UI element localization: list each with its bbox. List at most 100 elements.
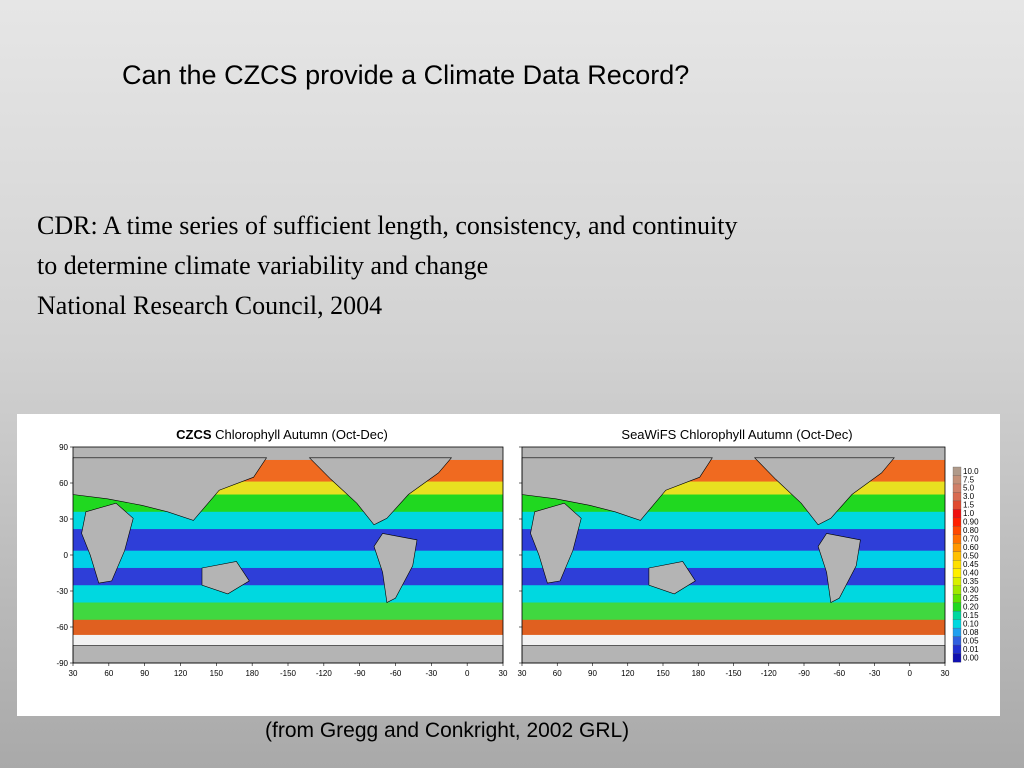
definition-line-2: to determine climate variability and cha…: [37, 251, 489, 280]
cdr-definition: CDR: A time series of sufficient length,…: [37, 206, 997, 326]
colorbar-swatch: [952, 585, 962, 595]
czcs-map-title: CZCS Chlorophyll Autumn (Oct-Dec): [57, 427, 507, 442]
czcs-landmass: [373, 533, 418, 603]
colorbar-swatch: [952, 610, 962, 621]
czcs-lon-label: -120: [316, 669, 333, 678]
czcs-ocean-band: [73, 447, 503, 461]
colorbar-label: 0.35: [963, 577, 979, 586]
definition-line-1: CDR: A time series of sufficient length,…: [37, 211, 738, 240]
colorbar-swatch: [952, 466, 962, 476]
chlorophyll-figure: 90 60 30 0 -30 -60 -90 30 60 90 120 150 180 -150 -120-…: [17, 414, 1000, 716]
seawifs-ocean-band: [522, 619, 945, 636]
seawifs-lon-label: -90: [798, 669, 810, 678]
colorbar-label: 0.80: [963, 526, 979, 535]
czcs-lon-label: 30: [499, 669, 508, 678]
colorbar-label: 0.05: [963, 636, 979, 645]
colorbar-label: 1.0: [963, 509, 975, 518]
czcs-ocean-band: [73, 619, 503, 636]
colorbar-swatch: [952, 560, 962, 570]
definition-citation: National Research Council, 2004: [37, 291, 383, 320]
czcs-lat-label: -90: [56, 659, 68, 668]
colorbar-label: 7.5: [963, 475, 975, 484]
czcs-ocean-band: [73, 602, 503, 621]
seawifs-lon-label: 150: [656, 669, 670, 678]
colorbar-label: 0.15: [963, 611, 979, 620]
colorbar-swatch: [952, 475, 962, 485]
seawifs-landmass: [817, 533, 861, 603]
colorbar-label: 5.0: [963, 484, 975, 493]
czcs-lon-label: 0: [465, 669, 470, 678]
seawifs-landmass: [753, 457, 895, 526]
colorbar-swatch: [952, 568, 962, 578]
czcs-ocean-band: [73, 511, 503, 530]
colorbar-swatch: [952, 619, 962, 629]
seawifs-ocean-band: [522, 634, 945, 649]
czcs-ocean-band: [73, 585, 503, 604]
seawifs-ocean-band: [522, 585, 945, 604]
czcs-landmass: [201, 561, 250, 595]
czcs-lat-label: 90: [59, 443, 68, 452]
czcs-lat-label: 30: [59, 515, 68, 524]
czcs-lon-label: 60: [104, 669, 113, 678]
seawifs-landmass: [521, 457, 713, 521]
czcs-lon-label: -90: [354, 669, 366, 678]
czcs-title-sensor: CZCS: [176, 427, 212, 442]
colorbar-label: 0.70: [963, 535, 979, 544]
colorbar-swatch: [952, 594, 962, 604]
czcs-title-rest: Chlorophyll Autumn (Oct-Dec): [211, 427, 388, 442]
colorbar-label: 0.10: [963, 619, 979, 628]
czcs-lon-label: 150: [210, 669, 224, 678]
colorbar-label: 0.30: [963, 585, 979, 594]
colorbar-swatch: [952, 636, 962, 646]
czcs-landmass: [81, 502, 134, 584]
figure-caption: (from Gregg and Conkright, 2002 GRL): [265, 719, 630, 742]
colorbar-swatch: [952, 543, 962, 553]
seawifs-ocean-band: [522, 511, 945, 530]
colorbar-swatch: [952, 534, 962, 544]
colorbar-swatch: [952, 509, 962, 519]
czcs-lon-label: 30: [69, 669, 78, 678]
seawifs-map-panel: 30 60 90 120 150 180 -150 -120 -90 -60 -30 0 30 SeaW…: [512, 414, 952, 716]
seawifs-lon-label: 180: [692, 669, 706, 678]
seawifs-lon-label: -30: [869, 669, 881, 678]
czcs-lon-label: -30: [426, 669, 438, 678]
czcs-lon-label: 180: [245, 669, 259, 678]
colorbar-label: 0.90: [963, 518, 979, 527]
seawifs-lon-label: -60: [833, 669, 845, 678]
seawifs-ocean-band: [522, 602, 945, 621]
colorbar-swatch: [952, 483, 962, 493]
czcs-lon-label: 120: [174, 669, 188, 678]
czcs-lat-label: -30: [56, 587, 68, 596]
colorbar-label: 0.08: [963, 628, 979, 637]
colorbar-swatch: [952, 526, 962, 536]
slide-title: Can the CZCS provide a Climate Data Reco…: [122, 60, 690, 90]
seawifs-lon-label: 90: [588, 669, 597, 678]
seawifs-ocean-band: [522, 550, 945, 569]
czcs-landmass: [72, 645, 504, 664]
seawifs-map-title: SeaWiFS Chlorophyll Autumn (Oct-Dec): [621, 427, 853, 442]
colorbar-label: 0.60: [963, 543, 979, 552]
colorbar-label: 0.25: [963, 594, 979, 603]
colorbar-swatch: [952, 644, 962, 654]
chlorophyll-colorbar: 10.07.55.03.01.51.00.900.800.700.600.500…: [952, 466, 979, 663]
seawifs-lon-label: 30: [941, 669, 950, 678]
seawifs-landmass: [521, 645, 946, 664]
colorbar-swatch: [952, 500, 962, 510]
czcs-ocean-band: [73, 550, 503, 569]
czcs-ocean-band: [73, 567, 503, 586]
colorbar-swatch: [952, 551, 962, 561]
czcs-landmass: [308, 457, 453, 526]
seawifs-ocean-band: [522, 567, 945, 586]
colorbar-label: 0.50: [963, 552, 979, 561]
colorbar-label: 0.01: [963, 645, 979, 654]
seawifs-lon-label: -150: [725, 669, 742, 678]
seawifs-ocean-band: [522, 447, 945, 461]
seawifs-lon-label: 30: [518, 669, 527, 678]
seawifs-lon-label: 0: [908, 669, 913, 678]
colorbar-swatch: [952, 577, 962, 587]
colorbar-label: 0.00: [963, 653, 979, 662]
colorbar-swatch: [952, 602, 962, 612]
colorbar-swatch: [952, 653, 962, 663]
colorbar-swatch: [952, 492, 962, 502]
